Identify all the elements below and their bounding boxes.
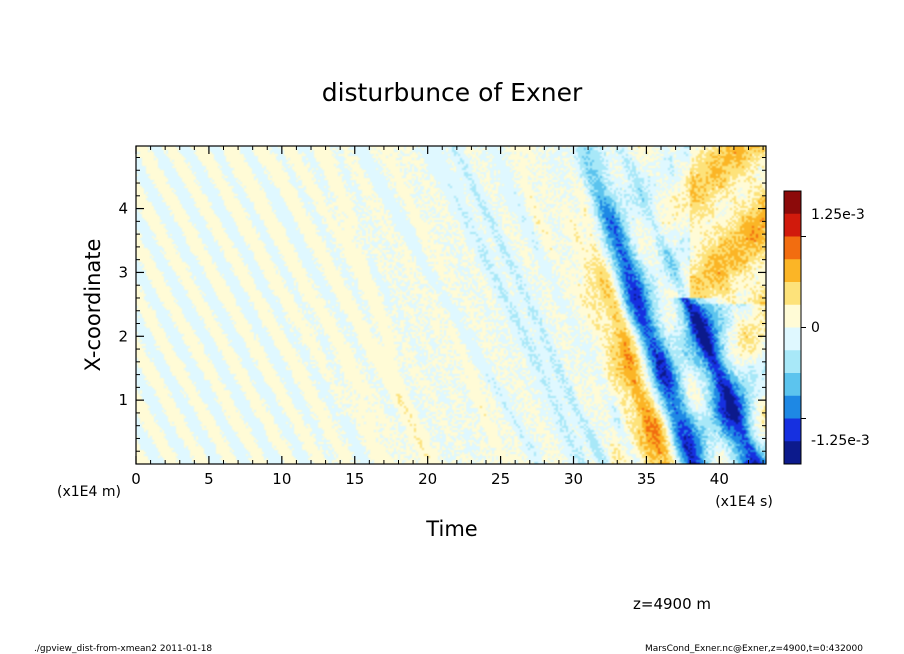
colorbar-frame — [783, 190, 802, 465]
colorbar-segment — [784, 259, 801, 283]
x-tick-label: 20 — [418, 470, 437, 488]
colorbar-segment — [784, 304, 801, 328]
colorbar-segment — [784, 236, 801, 260]
y-tick-label: 2 — [118, 327, 128, 345]
colorbar-label-zero: 0 — [811, 320, 820, 336]
colorbar — [784, 191, 806, 465]
x-tick-label: 0 — [131, 470, 141, 488]
x-tick-label: 35 — [637, 470, 656, 488]
x-unit-label: (x1E4 s) — [715, 494, 773, 510]
colorbar-segment — [784, 373, 801, 397]
x-tick-label: 25 — [491, 470, 510, 488]
x-tick-label: 5 — [204, 470, 214, 488]
y-unit-label: (x1E4 m) — [57, 484, 121, 500]
colorbar-segment — [784, 395, 801, 419]
colorbar-label-min: -1.25e-3 — [811, 433, 870, 449]
colorbar-segment — [784, 418, 801, 442]
y-tick-label: 3 — [118, 263, 128, 281]
plot-frame — [135, 145, 767, 465]
x-tick-label: 10 — [272, 470, 291, 488]
colorbar-segment — [784, 213, 801, 237]
footer-left: ./gpview_dist-from-xmean2 2011-01-18 — [34, 644, 212, 654]
y-axis-label: X-coordinate — [81, 239, 105, 372]
x-tick-label: 15 — [345, 470, 364, 488]
info-label: z=4900 m — [633, 595, 711, 613]
y-axis: 1 2 3 4 — [118, 156, 766, 452]
y-tick-label: 4 — [118, 200, 128, 218]
colorbar-segment — [784, 441, 801, 465]
heatmap-field — [136, 146, 766, 464]
colorbar-segment — [784, 350, 801, 374]
chart-title: disturbunce of Exner — [322, 78, 583, 107]
y-tick-label: 1 — [118, 391, 128, 409]
colorbar-segment — [784, 327, 801, 351]
footer-right: MarsCond_Exner.nc@Exner,z=4900,t=0:43200… — [645, 644, 863, 654]
x-tick-label: 30 — [564, 470, 583, 488]
colorbar-label-max: 1.25e-3 — [811, 207, 865, 223]
x-tick-label: 40 — [710, 470, 729, 488]
colorbar-segment — [784, 282, 801, 306]
colorbar-segment — [784, 191, 801, 215]
x-axis: 0 5 10 15 20 25 30 35 40 — [131, 146, 764, 488]
x-axis-label: Time — [425, 517, 477, 541]
